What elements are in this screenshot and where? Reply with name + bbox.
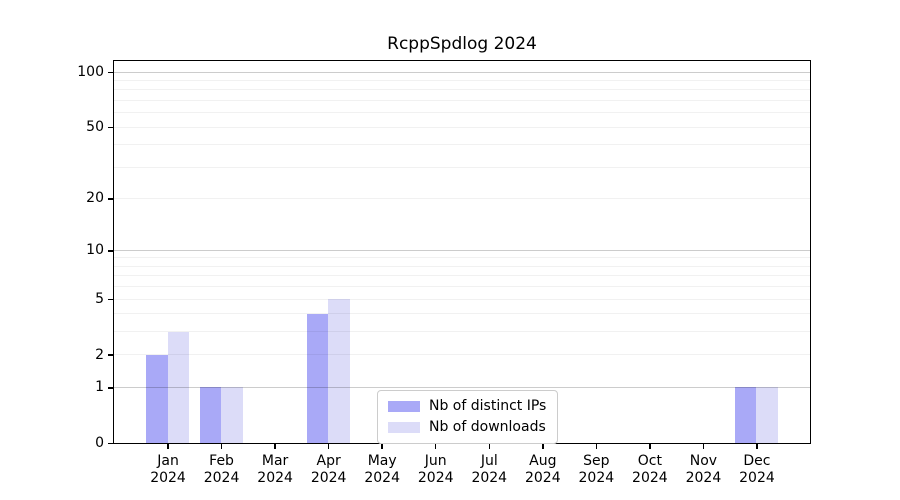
bar-distinct-ips-apr [306, 313, 329, 443]
bar-downloads-dec [756, 387, 778, 443]
gridline-80 [114, 89, 810, 91]
gridline-9 [114, 257, 810, 259]
x-tick-label-apr: Apr 2024 [310, 452, 347, 486]
x-tick-jun [434, 443, 437, 449]
gridline-20 [114, 197, 810, 199]
x-tick-jul [488, 443, 491, 449]
y-tick-label-0: 0 [95, 435, 104, 451]
x-tick-label-feb: Feb 2024 [203, 452, 240, 486]
x-tick-label-nov: Nov 2024 [685, 452, 722, 486]
legend-swatch-distinct-ips [388, 401, 420, 412]
y-tick-0 [108, 442, 113, 445]
y-tick-label-1: 1 [95, 379, 104, 396]
y-tick-label-100: 100 [77, 64, 104, 81]
y-tick-20 [108, 198, 113, 200]
x-tick-may [381, 443, 383, 449]
gridline-3 [114, 331, 810, 333]
gridline-5 [114, 298, 810, 300]
gridline-60 [114, 112, 810, 114]
legend-label-distinct-ips: Nb of distinct IPs [429, 398, 547, 414]
y-tick-2 [108, 354, 113, 356]
x-tick-dec [756, 443, 758, 449]
gridline-8 [114, 265, 810, 267]
y-tick-1 [108, 387, 113, 389]
gridline-40 [114, 144, 810, 146]
y-tick-label-5: 5 [95, 291, 104, 307]
chart-title: RcppSpdlog 2024 [387, 34, 537, 54]
x-tick-aug [542, 443, 544, 449]
gridline-7 [114, 275, 810, 277]
y-tick-label-50: 50 [86, 119, 104, 136]
x-tick-label-jul: Jul 2024 [471, 452, 508, 486]
y-tick-50 [108, 126, 113, 129]
x-tick-label-dec: Dec 2024 [739, 452, 775, 486]
gridline-1 [114, 386, 810, 388]
legend-swatch-downloads [388, 422, 420, 433]
gridline-70 [114, 99, 810, 101]
gridline-90 [114, 80, 810, 81]
x-tick-mar [274, 443, 276, 449]
gridline-2 [114, 354, 810, 356]
gridline-30 [114, 166, 810, 168]
x-tick-label-mar: Mar 2024 [257, 452, 293, 486]
x-tick-nov [702, 443, 705, 449]
y-tick-100 [108, 71, 113, 74]
x-tick-label-aug: Aug 2024 [524, 452, 561, 486]
y-tick-label-20: 20 [86, 190, 104, 207]
x-tick-feb [220, 443, 223, 449]
x-tick-label-may: May 2024 [364, 452, 400, 486]
legend-label-downloads: Nb of downloads [429, 419, 546, 435]
y-tick-5 [108, 298, 113, 301]
gridline-6 [114, 286, 810, 288]
x-tick-label-jan: Jan 2024 [150, 452, 186, 486]
bar-downloads-apr [328, 299, 350, 443]
bar-distinct-ips-feb [199, 387, 222, 443]
x-tick-label-sep: Sep 2024 [578, 452, 615, 486]
y-tick-label-2: 2 [95, 346, 104, 363]
x-tick-sep [595, 443, 598, 449]
gridline-10 [114, 249, 810, 251]
bar-downloads-jan [167, 331, 190, 443]
x-tick-jan [167, 443, 169, 449]
bar-downloads-feb [221, 387, 243, 443]
y-tick-10 [108, 250, 113, 252]
x-tick-label-oct: Oct 2024 [632, 452, 668, 486]
x-tick-label-jun: Jun 2024 [417, 452, 454, 486]
legend: Nb of distinct IPs Nb of downloads [377, 390, 559, 444]
gridline-100 [114, 71, 810, 73]
gridline-50 [114, 126, 810, 128]
y-tick-label-10: 10 [86, 242, 104, 259]
bar-distinct-ips-dec [734, 387, 757, 443]
x-tick-oct [649, 443, 651, 449]
legend-item-distinct-ips: Nb of distinct IPs [388, 398, 546, 415]
plot-area: Nb of distinct IPs Nb of downloads [113, 60, 811, 444]
gridline-4 [114, 313, 810, 315]
legend-item-downloads: Nb of downloads [388, 419, 546, 436]
x-tick-apr [327, 443, 330, 449]
bar-distinct-ips-jan [146, 354, 168, 443]
